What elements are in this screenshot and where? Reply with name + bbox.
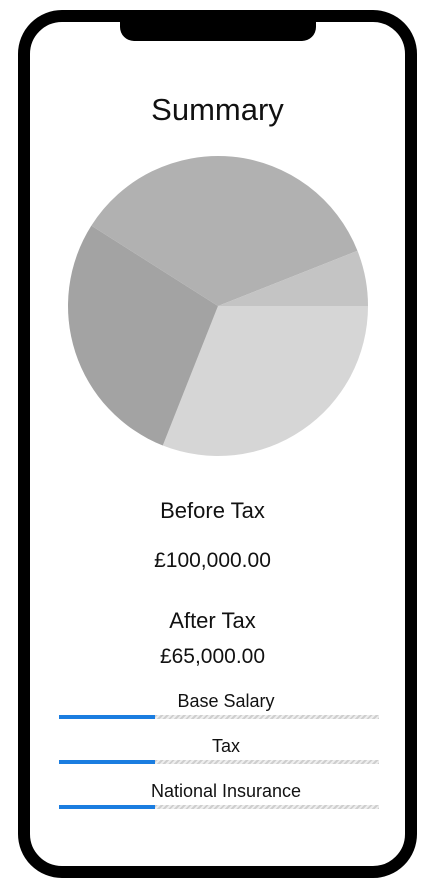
pie-slice-2 [68, 225, 218, 446]
national-insurance-label: National Insurance [150, 781, 302, 801]
after-tax-label: After Tax [169, 608, 256, 633]
tax-label: Tax [211, 736, 240, 756]
base-salary-label: Base Salary [177, 691, 275, 711]
national-insurance-progress-track [59, 805, 379, 809]
base-salary-progress-fill [59, 715, 155, 719]
after-tax-value: £65,000.00 [159, 645, 266, 668]
phone-frame [18, 10, 417, 878]
page-title: Summary [151, 92, 284, 127]
base-salary-bar: Base Salary [59, 689, 379, 719]
pie-chart [68, 156, 368, 457]
pie-slice-3 [91, 156, 358, 306]
national-insurance-bar: National Insurance [59, 779, 379, 809]
tax-bar: Tax [59, 734, 379, 764]
before-tax-value: £100,000.00 [154, 549, 271, 572]
pie-slice-4 [218, 250, 368, 306]
before-tax-label: Before Tax [160, 498, 265, 523]
national-insurance-progress-fill [59, 805, 155, 809]
tax-progress-track [59, 760, 379, 764]
pie-slice-1 [162, 306, 368, 457]
base-salary-progress-track [59, 715, 379, 719]
phone-notch [120, 10, 316, 41]
tax-progress-fill [59, 760, 155, 764]
